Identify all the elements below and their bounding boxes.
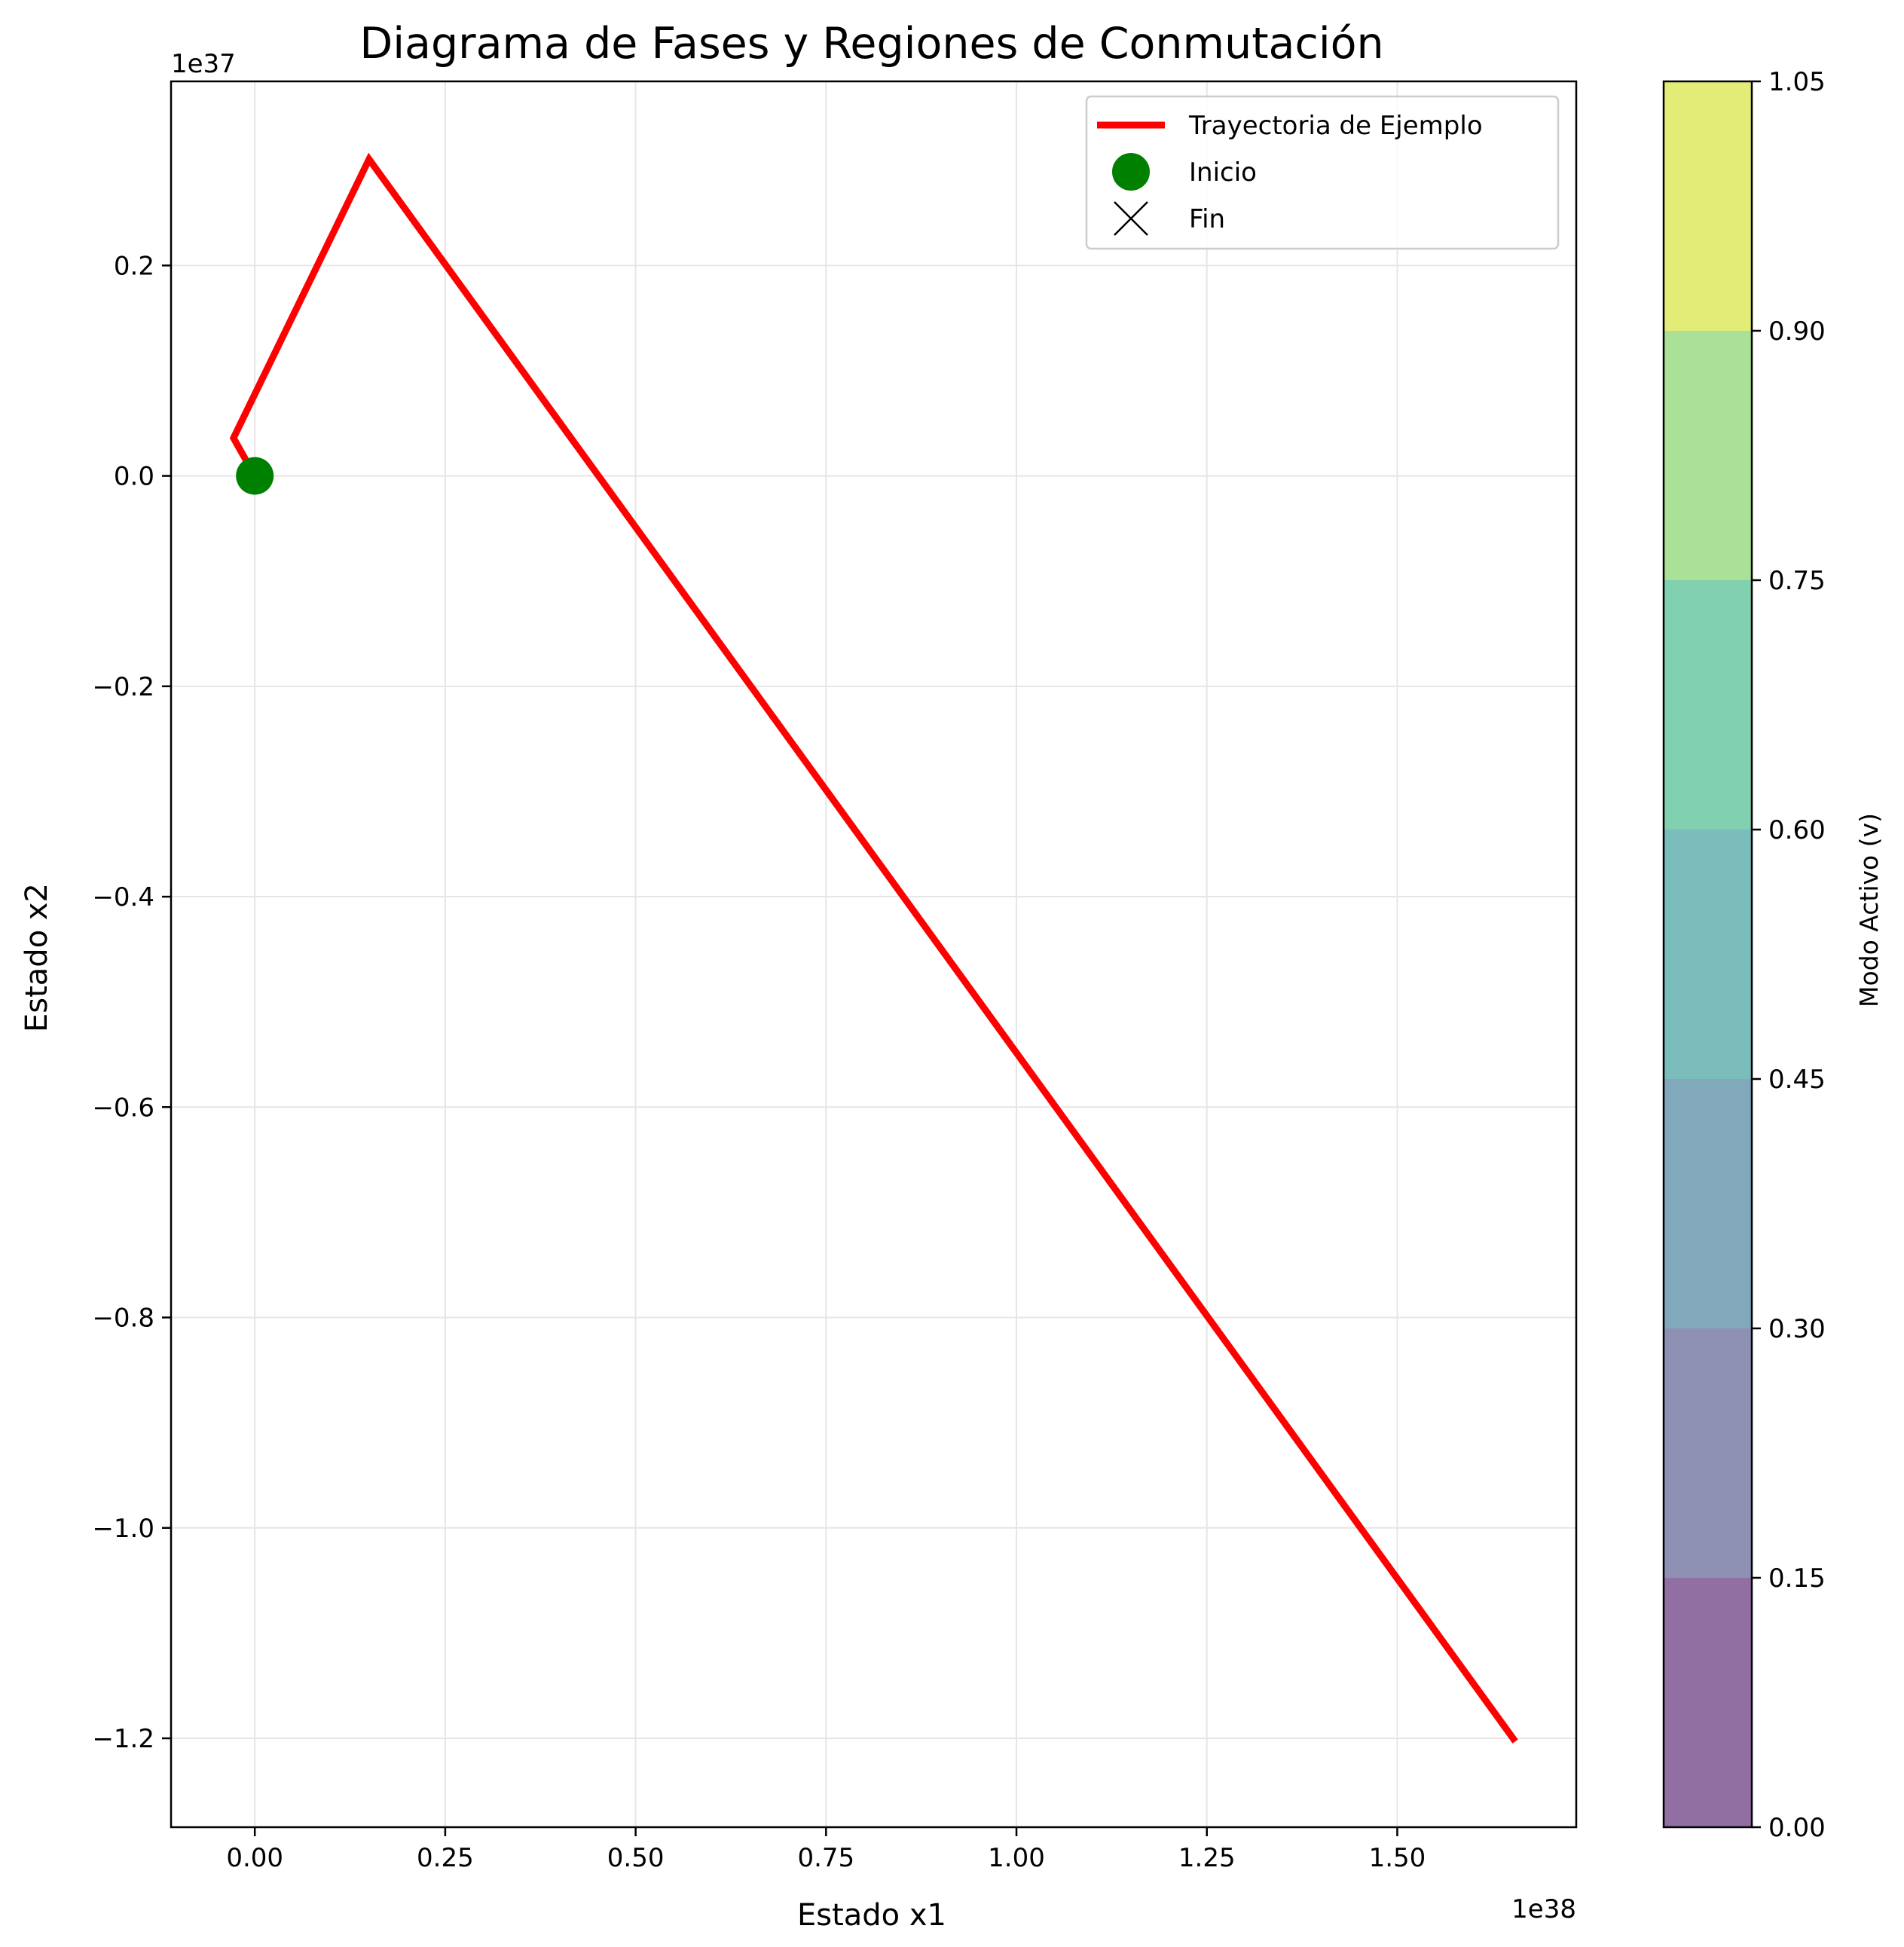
y-tick-label-4: −0.6 (92, 1093, 154, 1123)
x-tick-label-4: 1.00 (988, 1843, 1045, 1873)
colorbar-tick-label-3: 0.45 (1768, 1065, 1826, 1095)
legend-label-end: Fin (1189, 204, 1225, 234)
colorbar-tick-label-1: 0.15 (1768, 1563, 1826, 1594)
x-tick-label-5: 1.25 (1178, 1843, 1236, 1873)
colorbar-segment-3 (1664, 830, 1752, 1079)
x-tick-label-1: 0.25 (417, 1843, 474, 1873)
axes-frame (170, 80, 1578, 1829)
colorbar-segment-4 (1664, 580, 1752, 830)
colorbar-tick-label-0: 0.00 (1768, 1813, 1826, 1843)
colorbar-tick-label-5: 0.75 (1768, 566, 1826, 596)
legend-marker-start (1112, 153, 1150, 191)
plot-area (229, 152, 1518, 1744)
legend-label-trajectory: Trayectoria de Ejemplo (1188, 111, 1483, 141)
legend: Trayectoria de Ejemplo Inicio Fin (1085, 95, 1560, 250)
colorbar-segment-0 (1664, 1578, 1752, 1827)
y-offset-text: 1e37 (171, 49, 236, 79)
colorbar-tick-label-4: 0.60 (1768, 815, 1826, 845)
colorbar: 0.00 0.15 0.30 0.45 0.60 0.75 0.90 1.05 (1662, 67, 1826, 1843)
colorbar-frame (1662, 80, 1753, 1829)
colorbar-tick-label-6: 0.90 (1768, 316, 1826, 347)
x-tick-label-2: 0.50 (607, 1843, 665, 1873)
y-tick-label-2: −0.2 (92, 672, 154, 702)
x-axis-label: Estado x1 (797, 1898, 946, 1933)
y-tick-label-7: −1.2 (92, 1724, 154, 1754)
colorbar-label: Modo Activo (v) (1854, 813, 1884, 1007)
chart-title: Diagrama de Fases y Regiones de Conmutac… (359, 19, 1383, 69)
colorbar-tick-label-2: 0.30 (1768, 1314, 1826, 1344)
y-axis-label: Estado x2 (20, 883, 54, 1032)
colorbar-tick-label-7: 1.05 (1768, 67, 1826, 97)
x-tick-label-6: 1.50 (1369, 1843, 1426, 1873)
trajectory-line-0 (229, 152, 1518, 1744)
start-marker (236, 457, 274, 495)
y-tick-label-5: −0.8 (92, 1304, 154, 1334)
legend-label-start: Inicio (1189, 157, 1257, 188)
y-tick-label-3: −0.4 (92, 882, 154, 912)
x-tick-label-0: 0.00 (226, 1843, 283, 1873)
x-offset-text: 1e38 (1511, 1894, 1576, 1924)
y-tick-label-0: 0.2 (114, 251, 154, 281)
legend-box (1085, 95, 1560, 250)
y-tick-label-6: −1.0 (92, 1514, 154, 1544)
colorbar-segment-1 (1664, 1328, 1752, 1578)
axes: 0.00 0.25 0.50 0.75 1.00 1.25 1.50 0.2 0.0 −0.2 −0… (92, 80, 1578, 1873)
colorbar-segment-2 (1664, 1079, 1752, 1328)
grid (171, 81, 1576, 1827)
y-tick-label-1: 0.0 (114, 462, 154, 492)
legend-marker-end-stroke-b (1114, 201, 1148, 236)
colorbar-segment-5 (1664, 331, 1752, 580)
x-tick-label-3: 0.75 (797, 1843, 854, 1873)
colorbar-segment-6 (1664, 81, 1752, 331)
